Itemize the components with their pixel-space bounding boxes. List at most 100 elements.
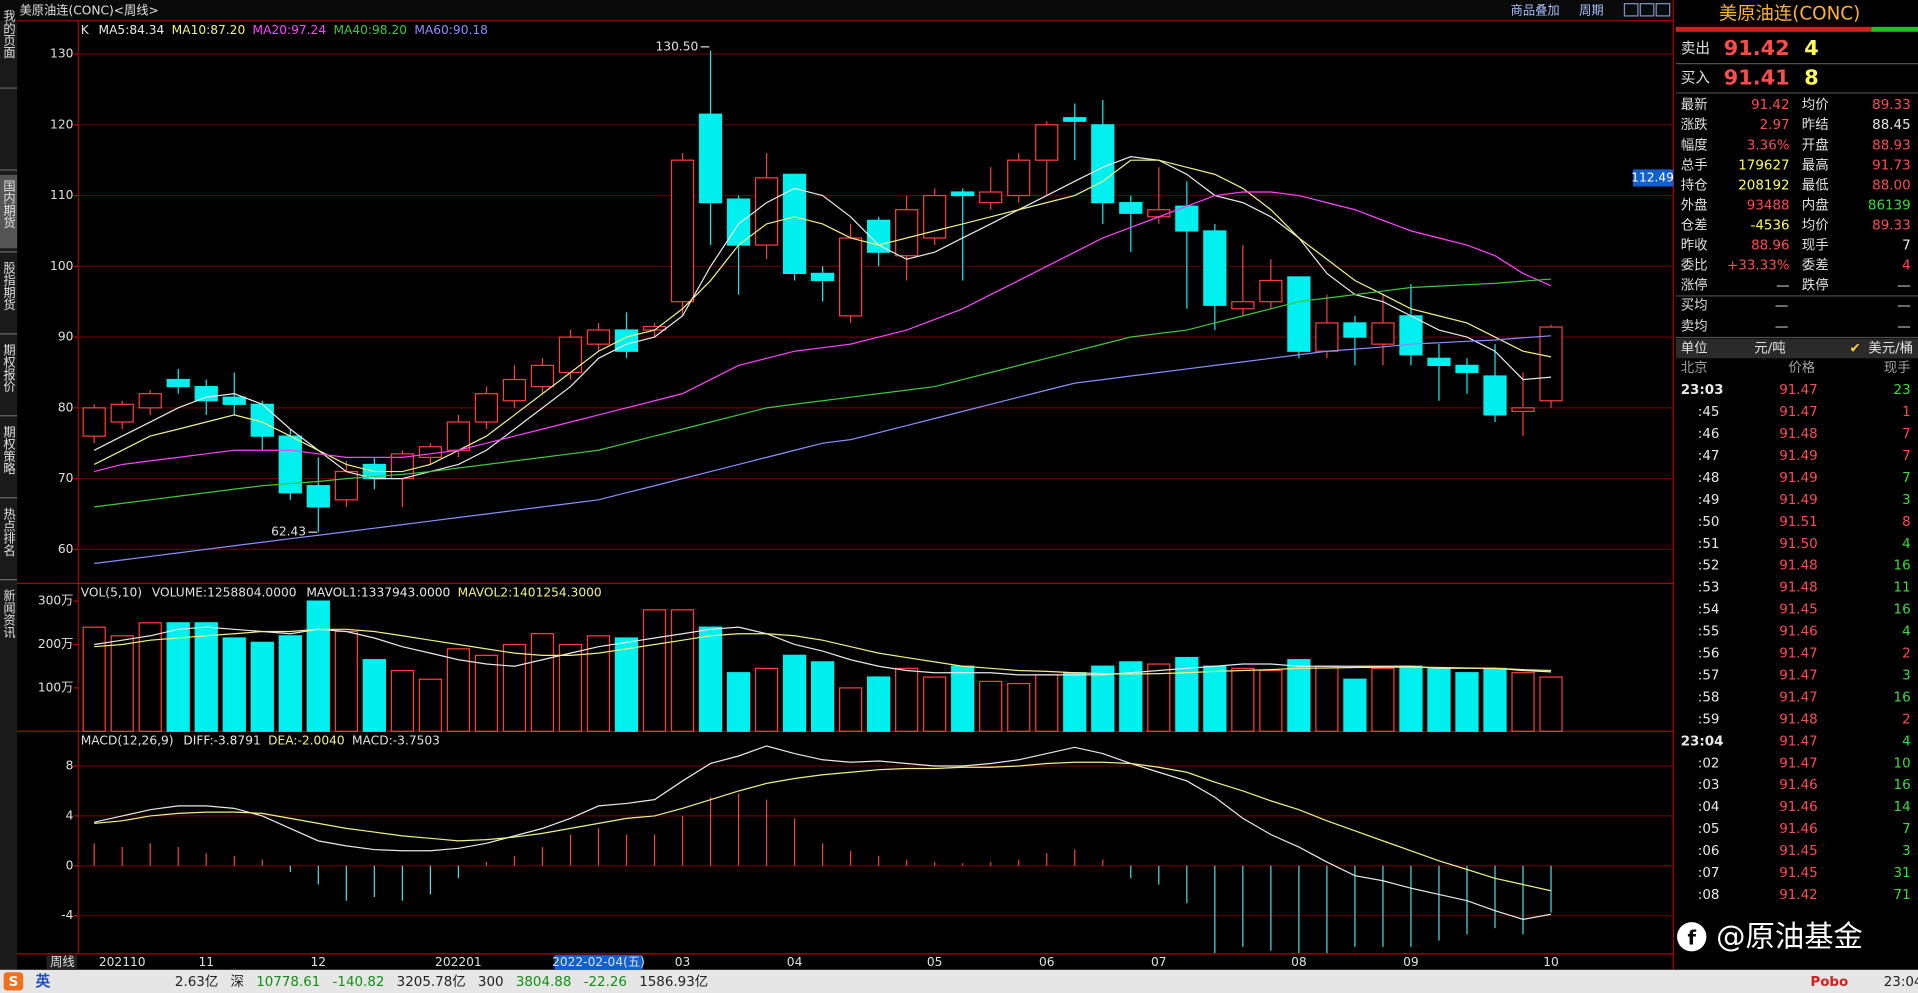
tick-time: :49: [1698, 493, 1720, 508]
volume-bar: [138, 622, 162, 732]
legend-entry: MAVOL2:1401254.3000: [458, 586, 602, 600]
watermark-icon-letter: f: [1687, 927, 1696, 950]
sidebar-tab[interactable]: 期权报价: [2, 343, 16, 392]
stat-label: 昨结: [1802, 117, 1829, 133]
tick-time: 23:03: [1681, 383, 1724, 398]
tick-volume: 3: [1902, 493, 1911, 508]
candle-body: [951, 191, 975, 197]
x-tick-highlight: [554, 955, 643, 970]
y-tick-label: 90: [58, 330, 74, 344]
tick-volume: 4: [1902, 537, 1911, 552]
volume-bar: [278, 635, 302, 732]
button[interactable]: [1655, 3, 1671, 17]
tick-price: 91.47: [1779, 756, 1817, 771]
indicator-line: [93, 159, 1552, 473]
toolbar-button[interactable]: 商品叠加: [1511, 3, 1560, 18]
sidebar-tab[interactable]: 国内期货: [2, 180, 16, 229]
tick-volume: 16: [1894, 778, 1911, 793]
tick-volume: 7: [1902, 471, 1911, 486]
button[interactable]: [1639, 3, 1655, 17]
stat-value: +33.33%: [1727, 259, 1790, 274]
sidebar-tab-bg: [0, 174, 18, 249]
quote-panel: [1675, 0, 1918, 970]
tick-price: 91.48: [1779, 712, 1817, 727]
volume-bar: [951, 665, 975, 732]
x-tick-label: 08: [1291, 955, 1307, 969]
volume-bar: [1035, 674, 1059, 732]
volume-bar: [390, 669, 414, 732]
legend-entry: MA40:98.20: [333, 23, 407, 37]
stat-value: 179627: [1738, 158, 1789, 173]
candle-body: [1259, 279, 1283, 303]
stat-value: 88.93: [1872, 138, 1910, 153]
tick-time: :51: [1698, 537, 1720, 552]
tick-price: 91.47: [1779, 383, 1817, 398]
ime-logo[interactable]: [3, 972, 24, 991]
tick-time: :46: [1698, 427, 1720, 442]
stat-value: 89.33: [1872, 98, 1910, 113]
candle-body: [1343, 322, 1367, 338]
tick-price: 91.47: [1779, 690, 1817, 705]
order-label: 买入: [1681, 69, 1711, 86]
brand: Pobo: [1810, 975, 1848, 990]
volume-bar: [698, 626, 723, 732]
toolbar-button[interactable]: 周期: [1579, 4, 1603, 18]
volume-bar: [1231, 667, 1255, 732]
sidebar-tab[interactable]: 我的页面: [2, 10, 16, 59]
indicator-line: [94, 191, 1552, 473]
volume-bar: [782, 654, 807, 732]
candle-body: [1063, 117, 1087, 122]
x-tick-label: 10: [1543, 955, 1559, 969]
tick-price: 91.47: [1779, 668, 1817, 683]
x-axis-label: 周线: [50, 955, 74, 969]
indicator-line: [94, 628, 1552, 675]
candle-body: [502, 378, 527, 402]
candle-body: [1455, 364, 1479, 374]
unit-option[interactable]: 元/吨: [1754, 341, 1785, 357]
sidebar-tab[interactable]: 新闻资讯: [2, 588, 16, 639]
volume-bar: [250, 641, 274, 732]
stat-label: 外盘: [1681, 196, 1708, 213]
stat-label: 涨停: [1681, 277, 1708, 294]
tick-time: :03: [1698, 778, 1720, 793]
volume-bar: [839, 687, 863, 732]
ime-logo-letter: S: [9, 975, 19, 990]
sidebar-tab[interactable]: 热点排名: [2, 507, 16, 556]
candle-body: [839, 237, 863, 317]
bid-ask-bar: [1675, 26, 1872, 32]
stat-label: 均价: [1802, 97, 1829, 113]
volume-bar: [1511, 672, 1535, 732]
stat-value: 91.42: [1751, 98, 1789, 113]
volume-bar: [474, 654, 499, 732]
sidebar-tab[interactable]: 股指期货: [2, 261, 16, 311]
volume-bar: [82, 626, 106, 732]
tick-time: :50: [1698, 515, 1720, 530]
legend-label: VOL(5,10): [81, 586, 142, 600]
ime-mode[interactable]: 英: [35, 972, 50, 990]
volume-bar: [334, 630, 358, 732]
stat-label: 最新: [1681, 97, 1708, 113]
volume-bar: [166, 622, 190, 732]
sidebar: [0, 20, 18, 970]
tick-time: :54: [1698, 603, 1720, 618]
tick-price: 91.47: [1779, 647, 1817, 662]
stat-value: 3.36%: [1747, 138, 1790, 153]
y-tick-label: 4: [66, 808, 74, 822]
volume-bar: [1427, 667, 1451, 732]
volume-bar: [586, 635, 611, 732]
legend-entry: MA60:90.18: [414, 23, 488, 37]
volume-bar: [642, 609, 667, 732]
window-buttons[interactable]: [1623, 3, 1671, 17]
candle-body: [1231, 301, 1255, 310]
order-price: 91.42: [1724, 36, 1790, 60]
legend-entry: MA5:84.34: [99, 23, 165, 37]
tick-header: 现手: [1884, 360, 1911, 376]
button[interactable]: [1623, 3, 1639, 17]
x-tick-label: 11: [198, 955, 214, 969]
volume-bar: [1371, 667, 1395, 732]
title-bar: [0, 0, 1674, 21]
unit-option[interactable]: 美元/桶: [1868, 341, 1913, 357]
sidebar-tab[interactable]: 期权策略: [2, 425, 16, 475]
y-tick-label: 300万: [38, 594, 74, 608]
